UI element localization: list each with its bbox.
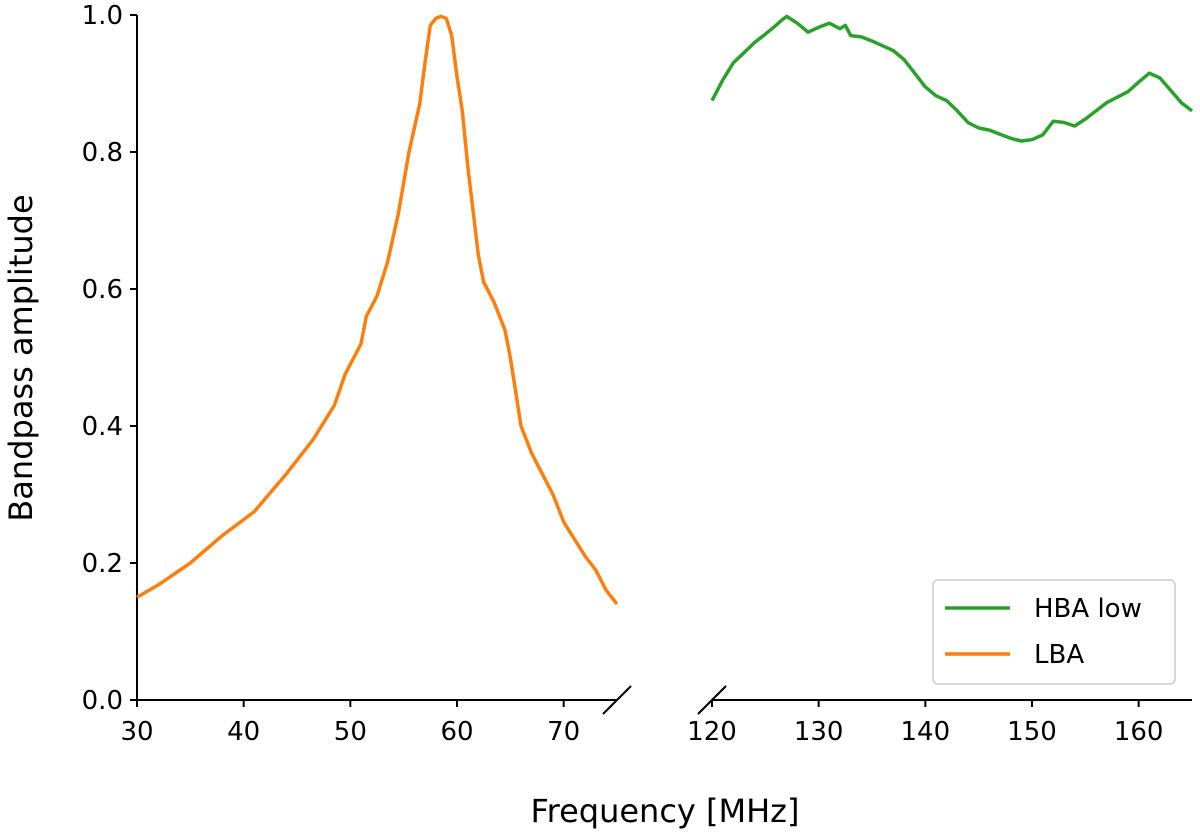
legend-entries: HBA low LBA	[945, 594, 1142, 670]
panels-layer: 30 40 50 60 70 120 130 140 150 160 0.0 0.2 0.4 0.6 0.8…	[82, 1, 1192, 747]
y-tick-label: 0.8	[82, 138, 123, 168]
x-tick-label: 140	[901, 717, 951, 747]
x-tick-label: 30	[120, 717, 153, 747]
series-layer	[136, 14, 1194, 606]
legend: HBA low LBA	[932, 579, 1176, 685]
x-tick-label: 130	[794, 717, 844, 747]
series-line-lba	[136, 14, 619, 606]
series-line-hba-low	[710, 14, 1194, 143]
y-tick-label: 0.4	[82, 412, 123, 442]
axis-break-mark	[697, 685, 727, 715]
x-axis-title: Frequency [MHz]	[531, 792, 800, 830]
y-tick-label: 0.2	[82, 549, 123, 579]
axis-break-mark	[602, 685, 632, 715]
lba-panel: 30 40 50 60 70	[120, 685, 632, 747]
y-tick-label: 0.6	[82, 275, 123, 305]
legend-label-hba-low: HBA low	[1034, 594, 1142, 624]
y-axis: 0.0 0.2 0.4 0.6 0.8 1.0	[82, 1, 138, 716]
legend-box	[932, 579, 1176, 685]
x-tick-label: 70	[547, 717, 580, 747]
y-axis-title: Bandpass amplitude	[2, 194, 40, 521]
hba-panel: 120 130 140 150 160	[687, 685, 1192, 747]
y-tick-label: 0.0	[82, 686, 123, 716]
x-tick-label: 150	[1007, 717, 1057, 747]
x-tick-label: 50	[334, 717, 367, 747]
x-tick-label: 120	[687, 717, 737, 747]
x-tick-label: 40	[227, 717, 260, 747]
x-tick-label: 60	[440, 717, 473, 747]
legend-label-lba: LBA	[1034, 640, 1084, 670]
y-tick-label: 1.0	[82, 1, 123, 31]
x-tick-label: 160	[1114, 717, 1164, 747]
